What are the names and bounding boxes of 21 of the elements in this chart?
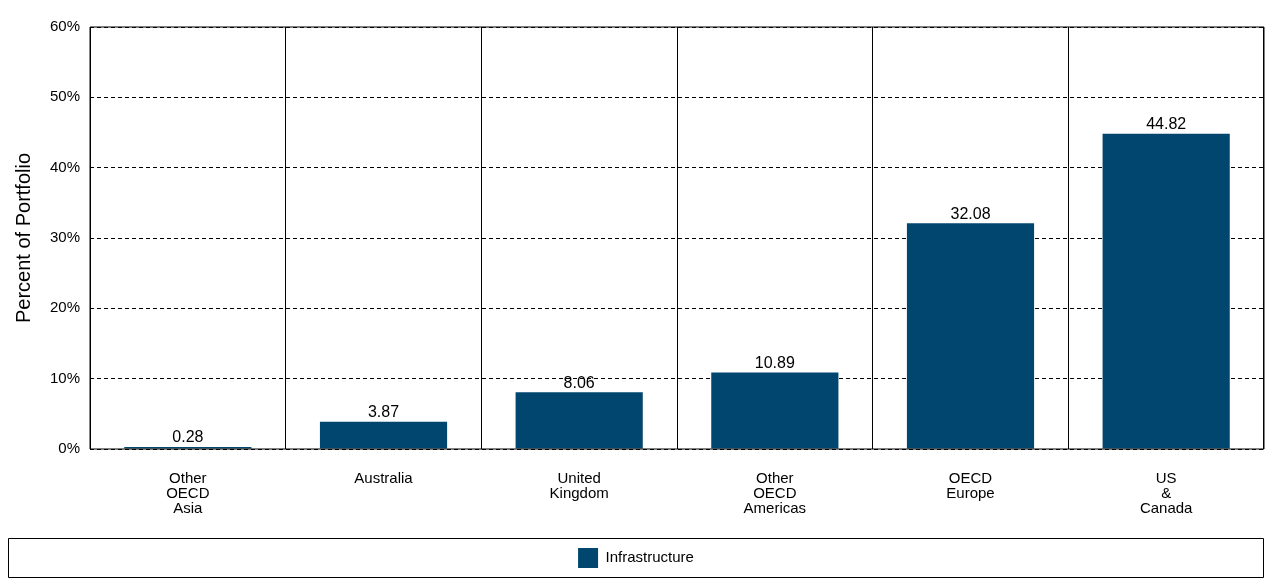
y-tick-label: 10% xyxy=(49,368,81,386)
x-tick-label: US & Canada xyxy=(1139,468,1194,516)
y-tick-label: 60% xyxy=(49,17,81,35)
data-label: 10.89 xyxy=(754,353,795,371)
y-tick-label: 30% xyxy=(49,228,81,246)
x-tick-label: OECD Europe xyxy=(946,468,995,501)
y-tick-label: 0% xyxy=(58,439,81,457)
x-tick-label: Other OECD Americas xyxy=(743,468,807,516)
y-tick-label: 20% xyxy=(49,298,81,316)
x-tick-label: Australia xyxy=(354,468,414,486)
x-tick-label: United Kingdom xyxy=(549,468,609,501)
y-axis-title: Percent of Portfolio xyxy=(11,152,34,324)
data-label: 44.82 xyxy=(1146,115,1187,133)
data-label: 8.06 xyxy=(563,373,595,391)
x-tick-label: Other OECD Asia xyxy=(166,468,210,516)
legend-label: Infrastructure xyxy=(605,548,694,566)
y-tick-label: 50% xyxy=(49,87,81,105)
y-tick-label: 40% xyxy=(49,157,81,175)
data-label: 0.28 xyxy=(172,428,204,446)
data-label: 32.08 xyxy=(950,204,991,222)
data-label: 3.87 xyxy=(367,403,400,421)
